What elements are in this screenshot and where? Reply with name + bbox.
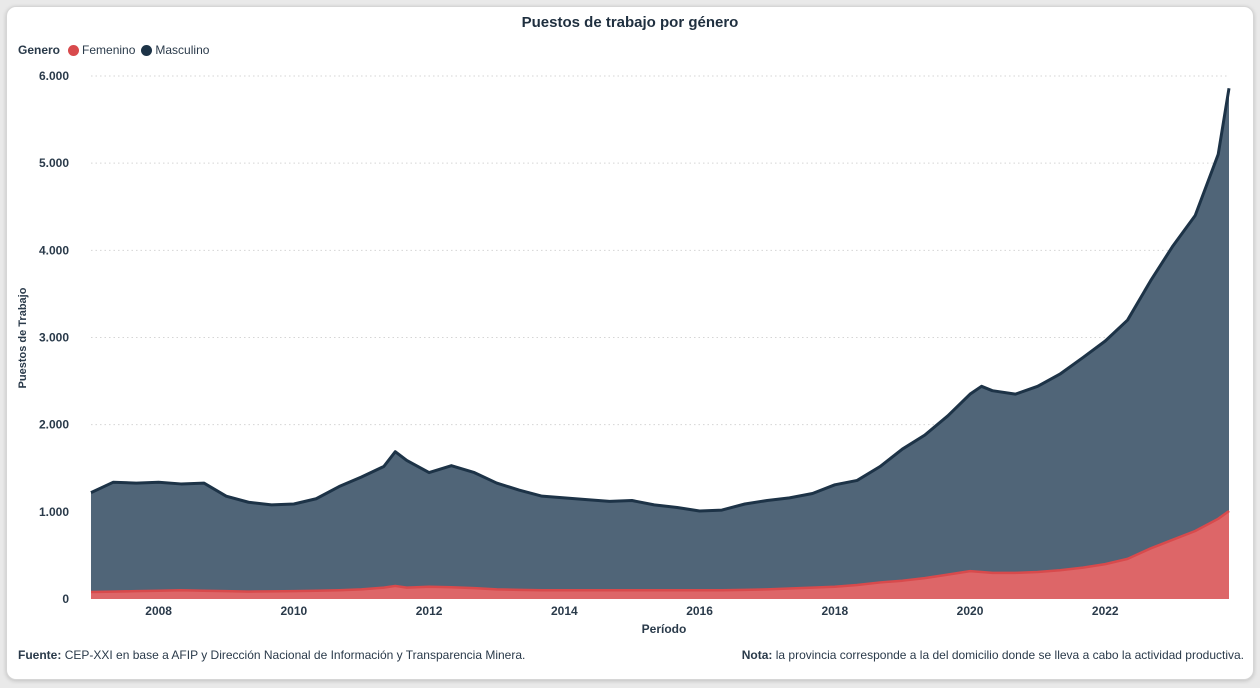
source-text: CEP-XXI en base a AFIP y Dirección Nacio… [64, 648, 526, 662]
legend-dot-masculino [141, 44, 153, 56]
x-tick-label: 2008 [145, 604, 172, 618]
y-tick-label: 4.000 [39, 243, 69, 257]
y-axis-title: Puestos de Trabajo [17, 287, 29, 388]
y-tick-label: 6.000 [39, 69, 69, 83]
legend-label-masculino: Masculino [155, 43, 210, 57]
legend-dot-femenino [68, 44, 80, 56]
legend-item-masculino[interactable]: Masculino [141, 43, 209, 57]
x-tick-label: 2016 [686, 604, 713, 618]
x-tick-label: 2010 [281, 604, 308, 618]
series-area-femenino [91, 510, 1229, 599]
series-line-femenino [90, 509, 1230, 594]
note-text: la provincia corresponde a la del domici… [775, 648, 1244, 662]
chart-title: Puestos de trabajo por género [521, 14, 739, 31]
y-tick-label: 1.000 [39, 505, 69, 519]
legend-label-femenino: Femenino [82, 43, 136, 57]
y-tick-label: 5.000 [39, 156, 69, 170]
footer-source: Fuente: CEP-XXI en base a AFIP y Direcci… [18, 648, 525, 662]
x-tick-label: 2014 [551, 604, 578, 618]
legend: Genero Femenino Masculino [18, 43, 215, 57]
x-tick-label: 2020 [957, 604, 984, 618]
y-tick-label: 0 [62, 592, 69, 606]
series-line-masculino [90, 87, 1231, 513]
legend-item-femenino[interactable]: Femenino [68, 43, 135, 57]
series-area-masculino [91, 88, 1229, 599]
legend-title: Genero [18, 43, 61, 57]
y-tick-label: 3.000 [39, 331, 69, 345]
x-axis-title: Período [642, 622, 687, 636]
x-tick-label: 2022 [1092, 604, 1119, 618]
y-tick-label: 2.000 [39, 418, 69, 432]
note-label: Nota: [741, 648, 773, 662]
x-tick-label: 2012 [416, 604, 443, 618]
x-tick-label: 2018 [821, 604, 848, 618]
source-label: Fuente: [18, 648, 62, 662]
footer-note: Nota: la provincia corresponde a la del … [742, 648, 1244, 662]
